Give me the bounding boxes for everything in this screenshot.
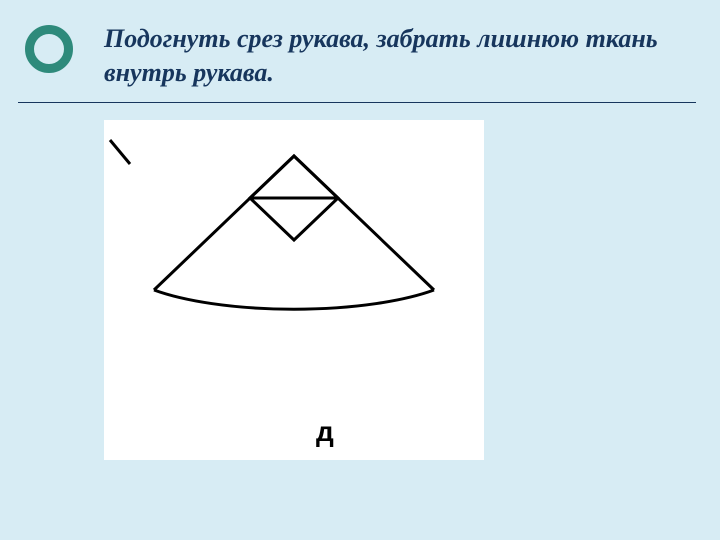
slide-title: Подогнуть срез рукава, забрать лишнюю тк… (104, 22, 680, 90)
fan-sides (154, 156, 434, 290)
title-block: Подогнуть срез рукава, забрать лишнюю тк… (104, 22, 680, 90)
ring-svg (24, 24, 74, 74)
tick-mark (110, 140, 130, 164)
figure-label: д (316, 416, 334, 448)
corner-ring-decoration (24, 24, 74, 74)
ring-circle (30, 30, 69, 69)
figure-group (110, 140, 434, 309)
figure-container: д (104, 120, 484, 460)
title-underline (18, 102, 696, 103)
fan-arc (154, 290, 434, 309)
slide-root: Подогнуть срез рукава, забрать лишнюю тк… (0, 0, 720, 540)
figure-svg (104, 120, 484, 460)
